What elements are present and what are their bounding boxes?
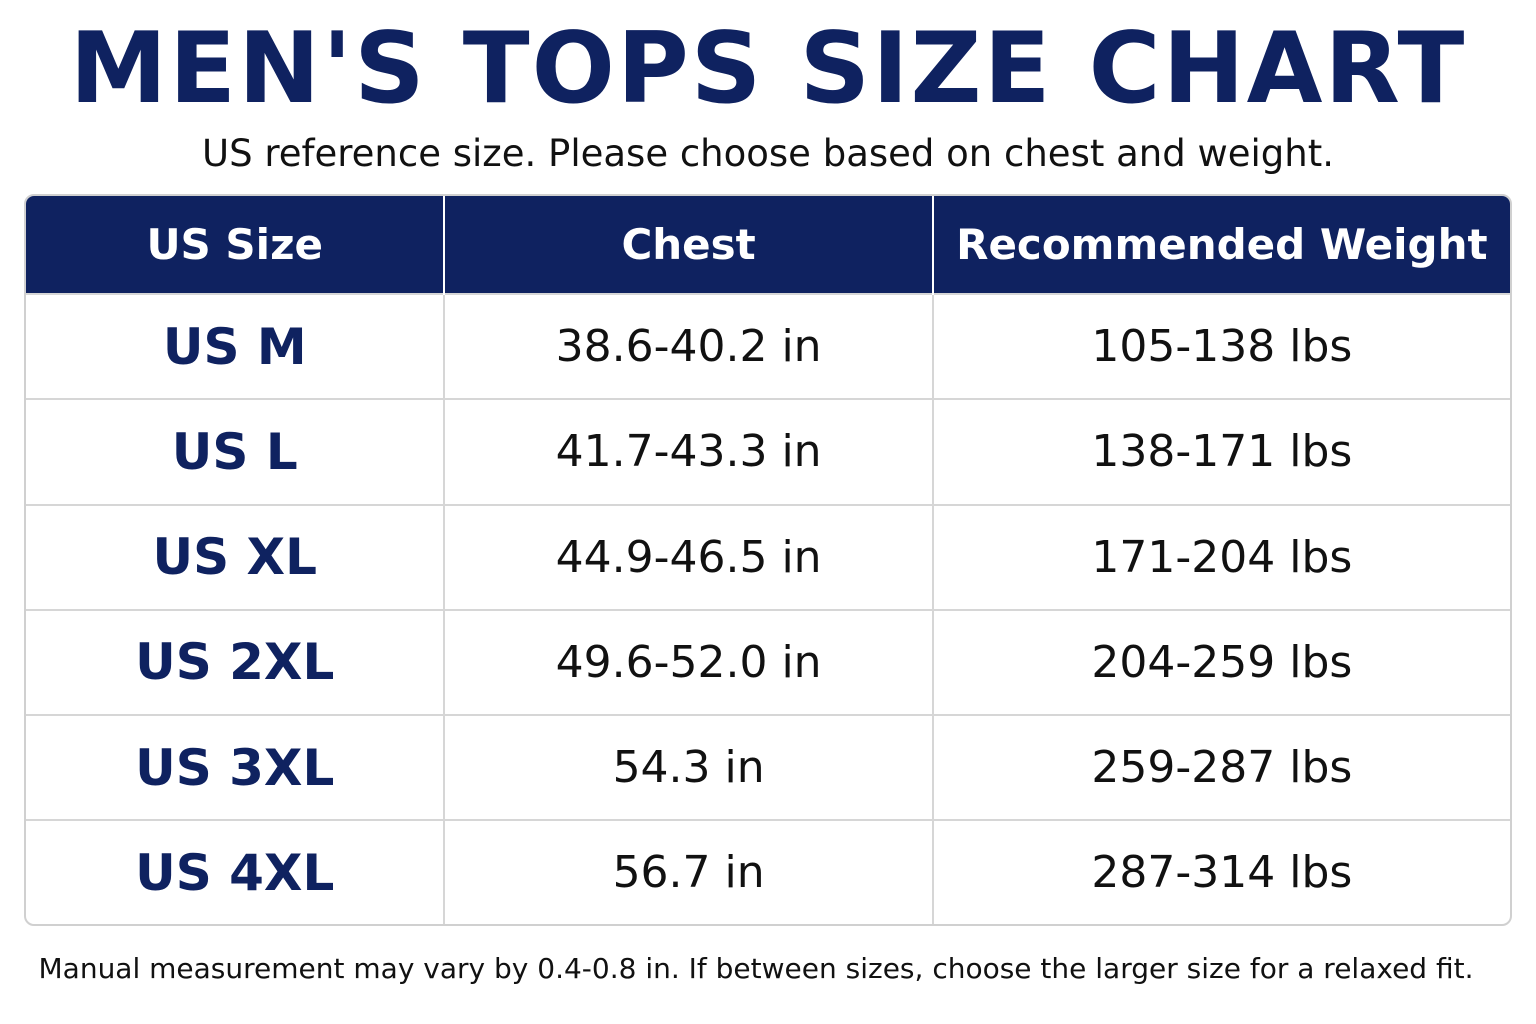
cell: 38.6-40.2 in — [444, 292, 934, 400]
size-cell: US 3XL — [26, 714, 446, 821]
cell: 54.3 in — [444, 714, 934, 821]
cell: 138-171 lbs — [932, 398, 1510, 505]
size-cell: US 4XL — [26, 819, 446, 924]
table-row: US XL 44.9-46.5 in 171-204 lbs — [26, 503, 1510, 610]
cell: 44.9-46.5 in — [444, 503, 934, 610]
cell: 259-287 lbs — [932, 714, 1510, 821]
title: MEN'S TOPS SIZE CHART — [69, 12, 1467, 126]
size-cell: US 2XL — [26, 608, 446, 716]
cell: 171-204 lbs — [932, 503, 1510, 610]
column-header: Chest — [444, 196, 934, 294]
table-body: US M 38.6-40.2 in 105-138 lbs US L 41.7-43.3… — [26, 292, 1510, 924]
subtitle: US reference size. Please choose based o… — [201, 132, 1334, 175]
cell: 105-138 lbs — [932, 292, 1510, 400]
table: US Size Chest Recommended Weight US M 38.6-… — [26, 196, 1510, 924]
column-header: US Size — [26, 196, 446, 294]
size-table: US Size Chest Recommended Weight US M 38.6-… — [24, 194, 1512, 926]
table-row: US M 38.6-40.2 in 105-138 lbs — [26, 292, 1510, 400]
header-row: US Size Chest Recommended Weight — [26, 196, 1510, 294]
footnote: Manual measurement may vary by 0.4-0.8 i… — [38, 952, 1474, 985]
column-header: Recommended Weight — [932, 196, 1510, 294]
table-row: US 4XL 56.7 in 287-314 lbs — [26, 819, 1510, 924]
cell: 287-314 lbs — [932, 819, 1510, 924]
table-row: US L 41.7-43.3 in 138-171 lbs — [26, 398, 1510, 505]
cell: 41.7-43.3 in — [444, 398, 934, 505]
cell: 49.6-52.0 in — [444, 608, 934, 716]
table-row: US 3XL 54.3 in 259-287 lbs — [26, 714, 1510, 821]
table-row: US 2XL 49.6-52.0 in 204-259 lbs — [26, 608, 1510, 716]
size-cell: US L — [26, 398, 446, 505]
size-cell: US M — [26, 292, 446, 400]
size-cell: US XL — [26, 503, 446, 610]
cell: 204-259 lbs — [932, 608, 1510, 716]
cell: 56.7 in — [444, 819, 934, 924]
